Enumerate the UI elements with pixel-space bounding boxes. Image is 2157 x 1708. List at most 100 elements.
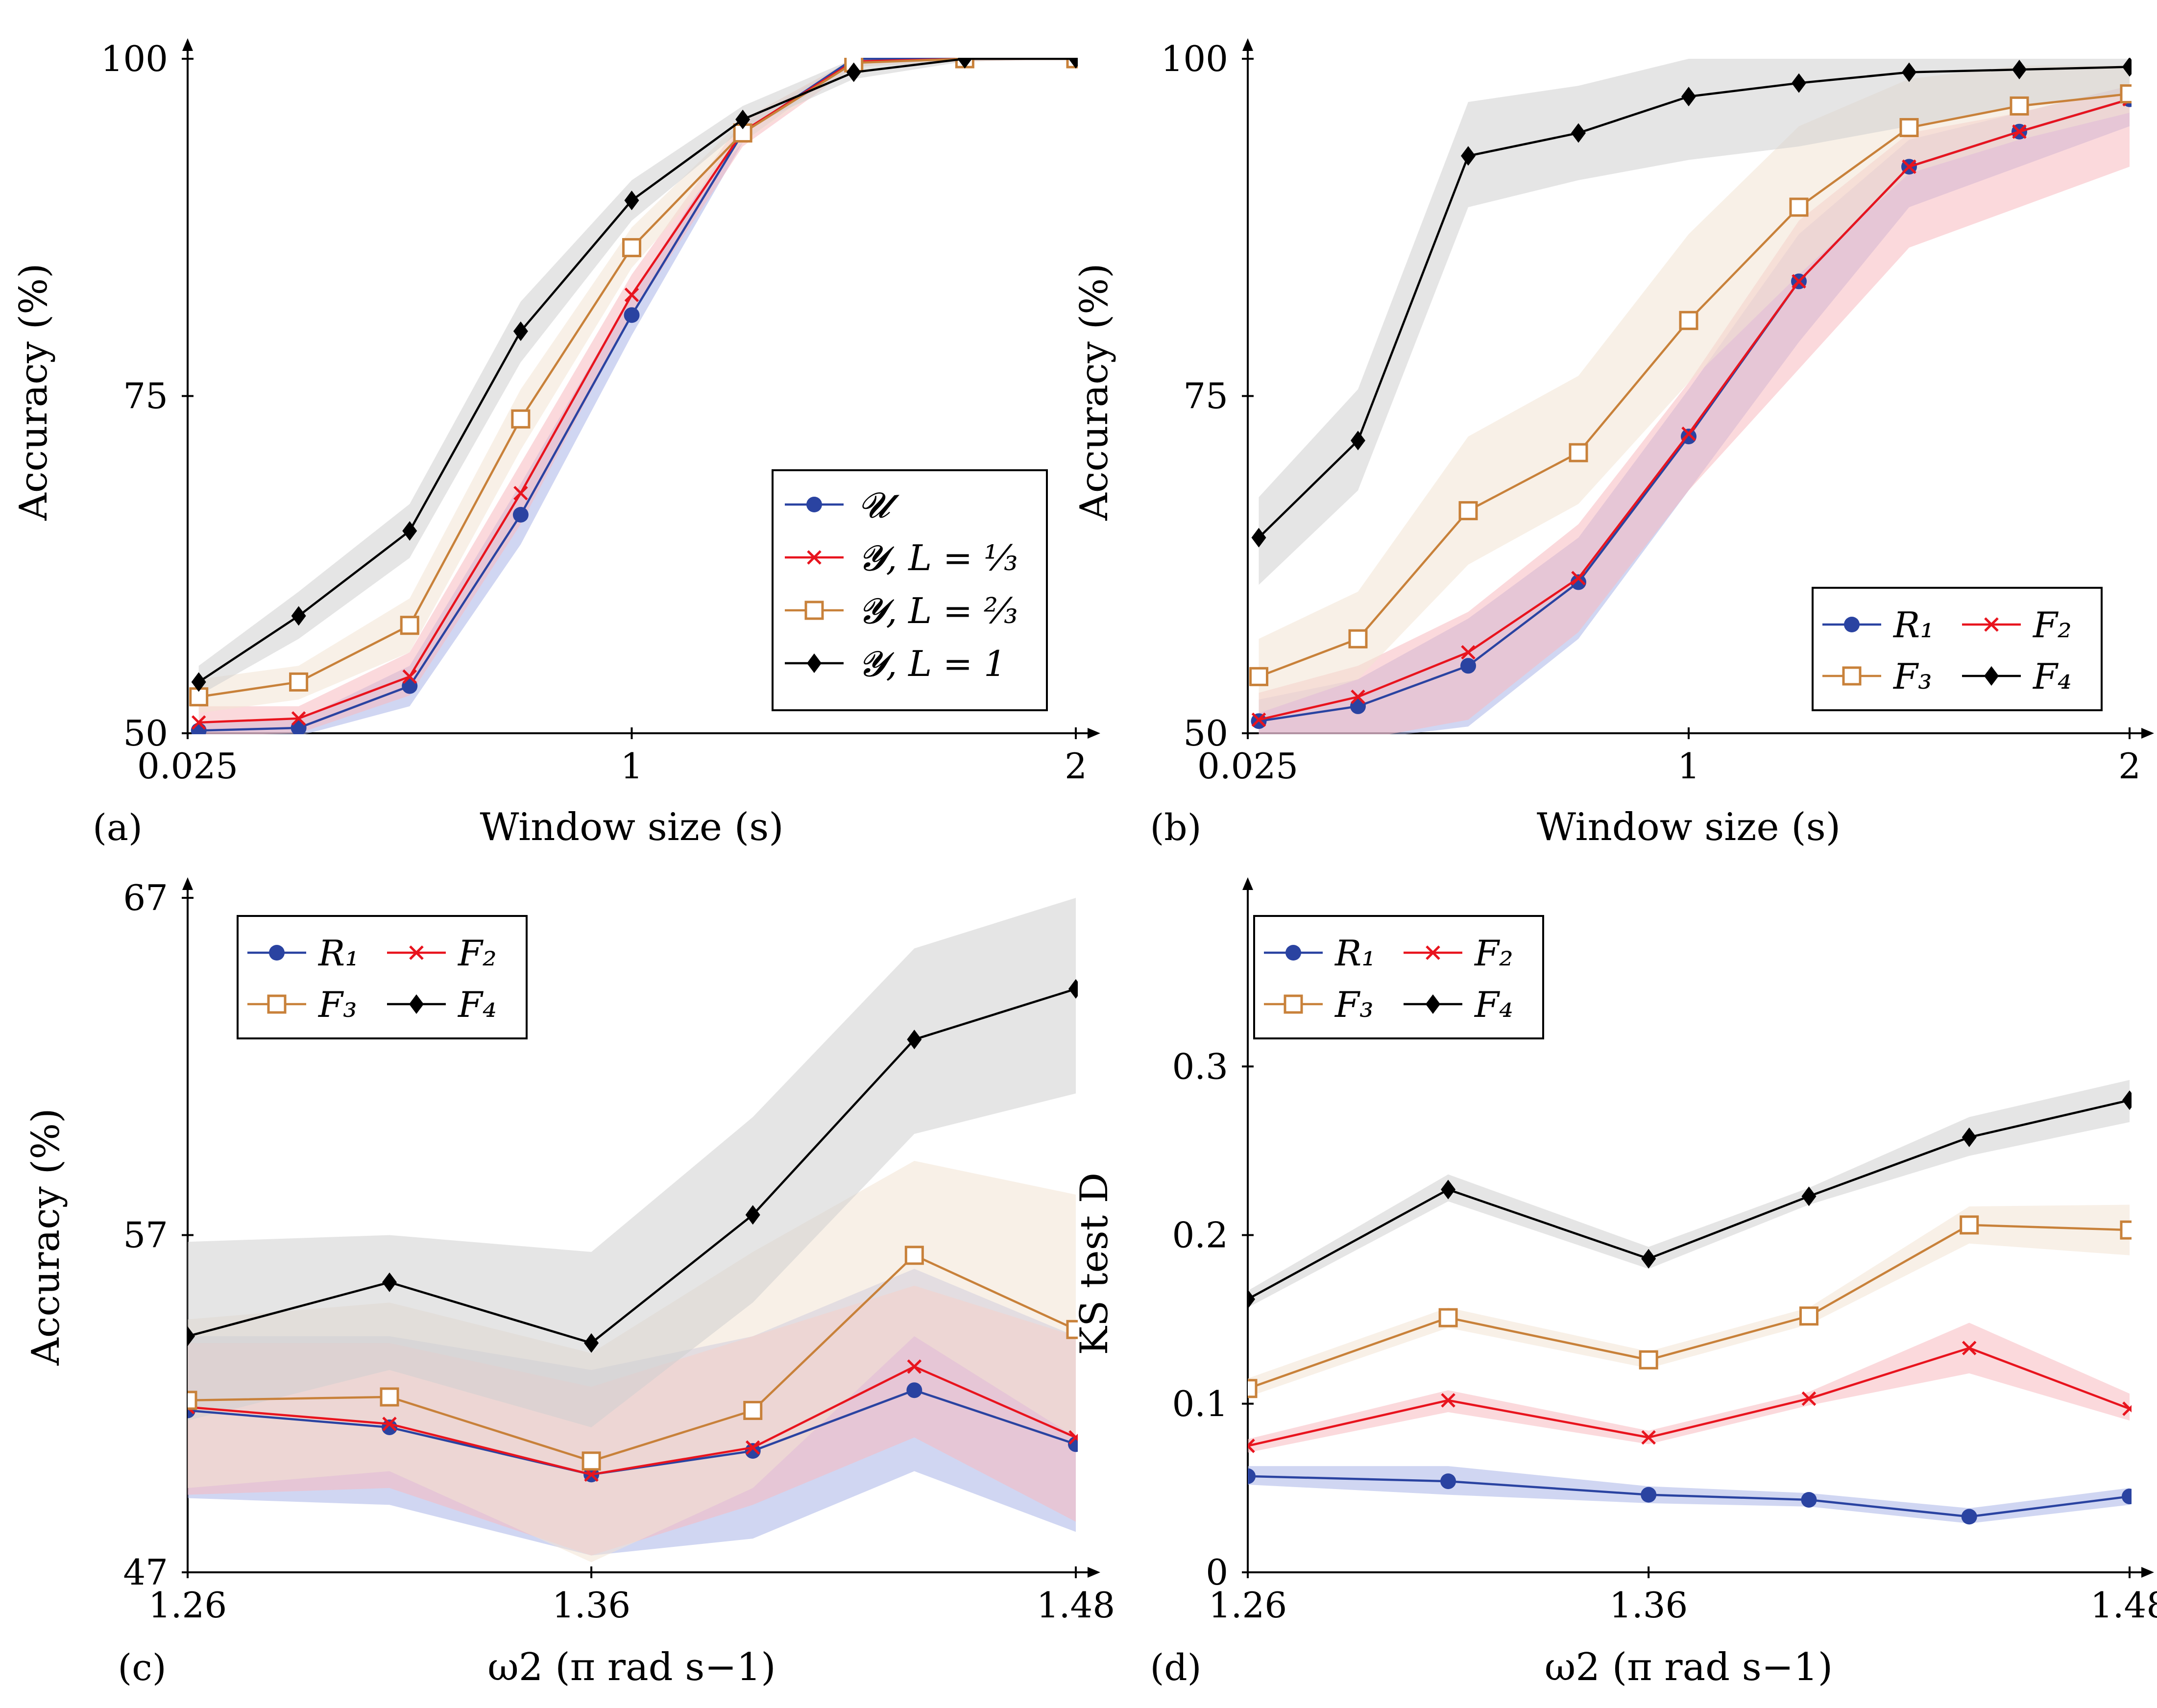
- data-point: [1251, 528, 1266, 548]
- data-point: [1801, 1491, 1817, 1508]
- series-line-F2: [188, 1365, 1076, 1476]
- x-tick-label: 1.36: [1609, 1585, 1688, 1626]
- data-point: [1351, 431, 1365, 451]
- x-axis-label: ω2 (π rad s−1): [487, 1645, 776, 1689]
- legend-entry: 𝓨, L = ⅔: [858, 590, 1018, 631]
- data-point: [907, 1359, 922, 1374]
- legend-entry: F₂: [2032, 604, 2072, 646]
- data-point: [1571, 574, 1586, 590]
- data-point: [1801, 1391, 1817, 1406]
- data-point: [1962, 1341, 1977, 1355]
- x-tick-label: 1.48: [2090, 1585, 2157, 1626]
- data-point: [380, 1387, 399, 1407]
- legend-marker: [1426, 994, 1440, 1014]
- data-point: [191, 722, 207, 734]
- data-point: [1681, 426, 1696, 441]
- x-axis-arrow: [1088, 728, 1100, 739]
- data-point: [733, 123, 752, 143]
- data-point: [1248, 1439, 1255, 1453]
- data-point: [2012, 60, 2027, 80]
- y-axis-arrow: [1242, 877, 1253, 890]
- data-point: [289, 672, 309, 692]
- x-tick-label: 1.48: [1037, 1585, 1115, 1626]
- data-point: [1792, 274, 1806, 289]
- legend: R₁ F₂ F₃ F₄: [1812, 587, 2103, 711]
- x-tick-label: 2: [1065, 746, 1087, 787]
- data-point: [1440, 1473, 1456, 1490]
- plot-area: [188, 898, 1078, 1563]
- legend-entry: F₂: [457, 933, 497, 974]
- y-tick-label: 0.3: [1172, 1046, 1228, 1087]
- y-axis-arrow: [182, 38, 193, 51]
- y-tick-label: 57: [123, 1215, 168, 1256]
- panel-label: (b): [1150, 807, 1201, 849]
- band-F2: [1248, 1323, 2130, 1453]
- data-point: [2120, 1220, 2132, 1240]
- chart-panel-a: 0.025 1 2 50 75 100 Window size (s) Accuracy (%…: [12, 38, 1100, 849]
- x-tick-label: 1: [1677, 746, 1700, 787]
- series-line-R1: [188, 1389, 1076, 1476]
- data-point: [904, 1246, 924, 1265]
- legend-entry: F₃: [1892, 656, 1932, 697]
- data-point: [191, 672, 206, 692]
- data-point: [957, 58, 972, 69]
- data-point: [1441, 1179, 1456, 1200]
- x-axis-arrow: [1088, 1567, 1100, 1578]
- panel-label: (a): [93, 807, 143, 849]
- data-point: [513, 321, 528, 341]
- band-F3: [1259, 65, 2130, 713]
- data-point: [624, 288, 639, 302]
- data-point: [2122, 1401, 2132, 1416]
- data-point: [2012, 124, 2027, 139]
- band-Y, L = 1: [198, 59, 1076, 696]
- legend-entry: F₄: [2032, 656, 2072, 697]
- legend-entry: F₃: [1334, 984, 1374, 1025]
- data-point: [1460, 658, 1476, 674]
- data-point: [291, 606, 306, 626]
- data-point: [189, 687, 209, 707]
- legend-entry: F₄: [1474, 984, 1513, 1025]
- x-tick-label: 1.26: [1209, 1585, 1287, 1626]
- plot-area: [1249, 58, 2132, 734]
- data-point: [1792, 73, 1806, 93]
- x-tick-label: 0.025: [137, 746, 238, 787]
- data-point: [1799, 1306, 1818, 1326]
- y-tick-label: 50: [1183, 713, 1228, 754]
- data-point: [1248, 1379, 1258, 1398]
- legend-entry: F₃: [317, 984, 357, 1025]
- data-point: [1351, 689, 1365, 704]
- legend-entry: R₁: [1334, 933, 1376, 974]
- data-point: [2010, 96, 2029, 116]
- x-axis-label: Window size (s): [1537, 805, 1841, 849]
- data-point: [1961, 1509, 1977, 1525]
- legend-entry: R₁: [317, 933, 359, 974]
- data-point: [382, 1272, 397, 1292]
- data-point: [745, 1205, 760, 1225]
- band-F4: [1259, 59, 2130, 585]
- series-line-F4: [1248, 1099, 2130, 1300]
- series-line-F4: [188, 987, 1076, 1345]
- legend-marker: [806, 497, 822, 512]
- y-axis-arrow: [182, 877, 193, 890]
- data-point: [1248, 1289, 1255, 1309]
- band-F4: [1248, 1080, 2130, 1308]
- data-point: [1902, 159, 1916, 174]
- data-point: [1899, 118, 1919, 137]
- data-point: [1962, 1127, 1977, 1147]
- data-point: [906, 1382, 922, 1398]
- data-point: [1641, 1430, 1656, 1445]
- y-tick-label: 0.1: [1172, 1383, 1228, 1424]
- data-point: [1571, 123, 1586, 143]
- series-line-F3: [1248, 1224, 2130, 1390]
- legend: 𝓤𝓨, L = ⅓𝓨, L = ⅔𝓨, L = 1: [772, 469, 1048, 711]
- data-point: [745, 1440, 760, 1455]
- chart-panel-b: 0.025 1 2 50 75 100 Window size (s) Accuracy (%…: [1072, 38, 2154, 849]
- data-point: [2120, 84, 2132, 104]
- data-point: [846, 62, 861, 82]
- data-point: [513, 486, 528, 501]
- data-point: [1348, 629, 1368, 649]
- data-point: [1068, 58, 1078, 69]
- legend-marker: [807, 653, 822, 673]
- data-point: [1571, 571, 1586, 586]
- y-axis-label: Accuracy (%): [12, 263, 56, 521]
